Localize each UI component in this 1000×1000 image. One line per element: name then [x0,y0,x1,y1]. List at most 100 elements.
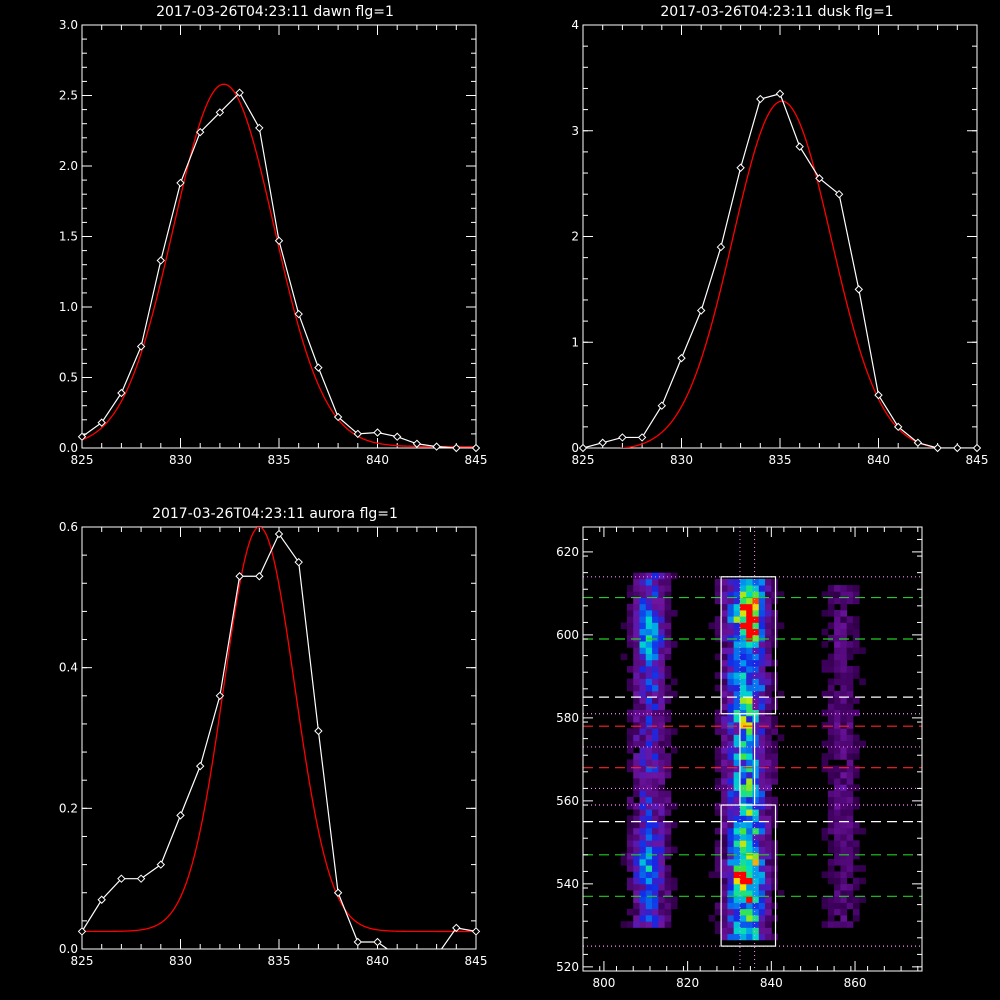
data-point [432,442,441,451]
heatmap-cell [645,921,653,928]
heatmap-cell [834,641,841,648]
heatmap-cell [739,628,747,636]
heatmap-cell [652,809,659,816]
heatmap-cell [633,784,640,791]
data-point [874,390,883,400]
heatmap-cell [827,690,835,698]
heatmap-cell [746,678,753,686]
heatmap-cell [633,846,640,854]
heatmap-cell [840,690,848,698]
heatmap-cell [652,778,659,785]
heatmap-cell [733,796,741,804]
heatmap-cell [777,890,785,897]
heatmap-cell [765,927,772,935]
heatmap-cell [658,890,666,897]
heatmap-cell [645,914,653,922]
heatmap-cell [834,896,841,903]
heatmap-cell [633,790,640,798]
heatmap-cell [846,784,854,791]
heatmap-cell [746,728,753,735]
heatmap-cell [771,796,779,804]
heatmap-cell [721,585,728,592]
heatmap-cell [752,585,760,592]
heatmap-cell [645,740,653,748]
heatmap-cell [765,585,772,592]
heatmap-cell [771,778,779,785]
heatmap-cell [821,690,829,698]
heatmap-cell [714,746,722,754]
heatmap-cell [840,678,848,686]
heatmap-cell [746,765,753,773]
heatmap-cell [840,921,848,928]
heatmap-cell [658,628,666,636]
heatmap-cell [664,802,672,810]
heatmap-cell [714,759,722,766]
heatmap-cell [840,609,848,617]
heatmap-cell [752,753,760,760]
heatmap-cell [765,827,772,835]
heatmap-cell [645,715,653,723]
heatmap-cell [626,815,634,823]
heatmap-cell [771,746,779,754]
x-tick-label: 825 [572,453,595,467]
heatmap-cell [758,865,766,872]
heatmap-cell [645,609,653,617]
heatmap-cell [765,678,772,686]
heatmap-cell [633,914,640,922]
heatmap-cell [771,591,779,598]
heatmap-cell [727,827,735,835]
heatmap-cell [721,914,728,922]
data-point [392,432,402,441]
heatmap-cell [626,759,634,766]
heatmap-cell [658,740,666,748]
heatmap-cell [721,709,728,717]
heatmap-cell [758,647,766,654]
heatmap-cell [645,672,653,679]
heatmap-cell [739,890,747,897]
heatmap-cell [664,597,672,605]
heatmap-cell [752,697,760,704]
heatmap-cell [758,821,766,829]
heatmap-cell [752,865,760,872]
heatmap-cell [852,840,860,847]
heatmap-cell [758,852,766,860]
heatmap-cell [658,697,666,704]
heatmap-cell [752,815,760,823]
heatmap-cell [765,709,772,717]
heatmap-cell [714,715,722,723]
heatmap-cell [652,858,659,866]
heatmap-cell [620,653,628,661]
heatmap-cell [645,597,653,605]
heatmap-cell [664,796,672,804]
heatmap-cell [727,883,735,891]
heatmap-cell [765,728,772,735]
heatmap-cell [746,908,753,916]
heatmap-cell [739,734,747,742]
heatmap-cell [645,771,653,779]
heatmap-cell [639,715,647,723]
heatmap-cell [834,591,841,598]
heatmap-cell [664,902,672,910]
heatmap-cell [670,883,678,891]
heatmap-cell [633,883,640,891]
heatmap-cell [664,914,672,922]
heatmap-cell [739,709,747,717]
heatmap-cell [771,616,779,623]
heatmap-cell [645,591,653,598]
heatmap-cell [846,871,854,879]
heatmap-cell [834,821,841,829]
heatmap-cell [652,740,659,748]
y-tick-label: 3.0 [59,18,78,32]
heatmap-cell [739,802,747,810]
heatmap-cell [758,697,766,704]
heatmap-cell [852,877,860,885]
heatmap-cell [840,740,848,748]
heatmap-cell [771,697,779,704]
data-point [97,895,106,904]
heatmap-cell [721,858,728,866]
heatmap-cell [727,697,735,704]
heatmap-cell [639,802,647,810]
heatmap-cell [739,852,747,860]
heatmap-cell [765,796,772,804]
heatmap-cell [765,641,772,648]
